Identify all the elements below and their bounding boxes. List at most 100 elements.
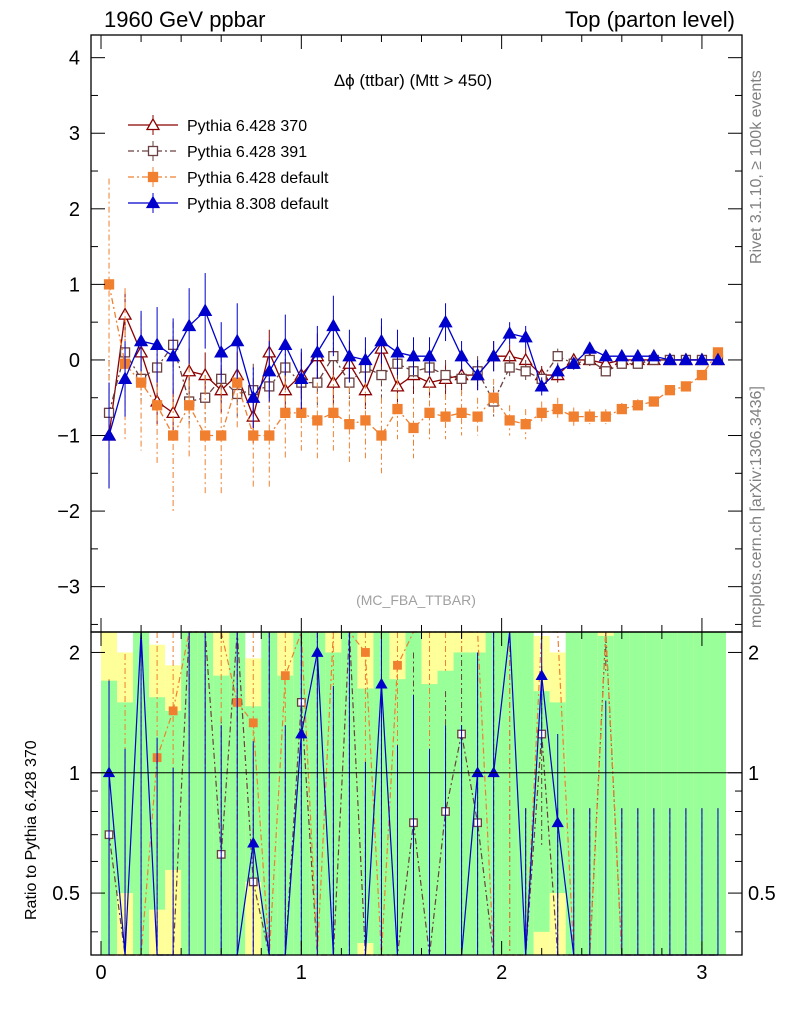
main-y-tick-label: 1 <box>69 274 80 296</box>
data-point <box>520 419 531 430</box>
data-point <box>696 369 708 381</box>
data-point <box>135 377 147 388</box>
data-point <box>151 400 163 411</box>
data-point <box>648 396 660 407</box>
data-point <box>101 428 117 441</box>
data-point <box>502 326 517 339</box>
header-right: Top (parton level) <box>565 7 735 32</box>
main-y-tick-label: 3 <box>69 123 80 145</box>
ratio-point <box>375 677 388 689</box>
data-point <box>216 430 227 441</box>
ratio-point <box>487 766 500 778</box>
data-point <box>632 400 643 411</box>
data-point <box>117 371 133 384</box>
data-point <box>456 407 467 418</box>
legend-label: Pythia 6.428 default <box>187 170 329 187</box>
data-point <box>646 348 661 362</box>
data-point <box>552 351 563 362</box>
data-point <box>166 348 181 362</box>
legend-marker <box>147 145 159 157</box>
data-point <box>214 345 229 358</box>
data-point <box>264 430 275 441</box>
data-point <box>550 363 565 377</box>
data-point <box>470 367 485 381</box>
data-point <box>374 333 389 347</box>
data-point <box>200 430 211 441</box>
data-point <box>710 352 726 366</box>
legend-label: Pythia 8.308 default <box>187 196 329 213</box>
series-line-2 <box>108 284 719 437</box>
main-y-tick-label: 0 <box>69 350 80 372</box>
plot-title: Δϕ (ttbar) (Mtt > 450) <box>334 71 492 90</box>
data-point <box>630 348 645 362</box>
data-point <box>103 279 115 290</box>
ratio-band-inner <box>661 632 678 955</box>
data-point <box>326 318 341 332</box>
data-point <box>534 379 549 392</box>
data-point <box>406 348 421 362</box>
data-point <box>520 366 531 377</box>
data-point <box>230 333 245 347</box>
data-point <box>440 411 451 422</box>
ratio-point <box>102 766 116 778</box>
ratio-point <box>247 836 260 848</box>
data-point <box>422 348 437 362</box>
data-point <box>278 337 293 350</box>
x-tick-label: 2 <box>496 962 507 984</box>
main-y-axis: −3 −2 −1 0 1 2 3 4 <box>57 48 742 625</box>
data-point <box>262 363 277 377</box>
data-point <box>662 352 678 366</box>
data-point <box>438 314 453 328</box>
data-point <box>312 415 323 426</box>
ratio-y-tick-label-right: 2 <box>748 642 759 664</box>
data-point <box>566 356 581 369</box>
ratio-y-axis: 0.5 0.5 1 1 2 2 <box>52 642 776 933</box>
data-point <box>614 348 629 362</box>
series-line-1 <box>108 343 718 414</box>
ratio-point <box>535 669 548 681</box>
data-point <box>486 348 501 362</box>
ratio-band-inner <box>693 632 710 955</box>
data-point <box>678 352 694 366</box>
ratio-y-tick-label: 0.5 <box>52 883 80 905</box>
ratio-point <box>168 706 178 716</box>
data-point <box>232 377 243 388</box>
data-point <box>598 348 613 362</box>
ratio-series-group <box>102 631 719 956</box>
data-point <box>536 407 547 418</box>
data-point <box>584 354 595 366</box>
data-point <box>582 341 597 354</box>
data-point <box>184 400 195 411</box>
data-point <box>182 318 197 332</box>
data-point <box>472 411 483 422</box>
main-y-tick-label: −3 <box>57 577 80 599</box>
ratio-band-inner <box>709 632 726 955</box>
data-point <box>198 303 213 316</box>
legend-marker <box>145 117 161 131</box>
mcplots-label: mcplots.cern.ch [arXiv:1306.3436] <box>748 386 765 628</box>
legend-marker <box>145 195 161 209</box>
data-point <box>424 407 435 418</box>
main-series-group <box>101 178 726 512</box>
data-point <box>390 345 405 358</box>
data-point <box>296 407 307 418</box>
ratio-y-tick-label: 1 <box>69 763 80 785</box>
data-point <box>694 352 710 366</box>
x-tick-label: 1 <box>296 962 307 984</box>
data-point <box>392 403 403 415</box>
legend: Pythia 6.428 370 Pythia 6.428 391 Pythia 6… <box>128 115 329 213</box>
data-point <box>552 403 563 415</box>
data-point <box>600 411 611 422</box>
data-point <box>376 430 387 441</box>
data-point <box>294 371 309 384</box>
data-point <box>616 403 627 415</box>
data-point <box>504 362 515 373</box>
rivet-version-label: Rivet 3.1.10, ≥ 100k events <box>748 70 765 264</box>
legend-label: Pythia 6.428 370 <box>187 118 307 135</box>
data-point <box>342 348 357 362</box>
data-point <box>488 392 499 403</box>
ratio-point <box>471 766 484 778</box>
x-tick-label: 3 <box>696 962 707 984</box>
data-point <box>280 407 291 418</box>
data-point <box>456 373 467 384</box>
